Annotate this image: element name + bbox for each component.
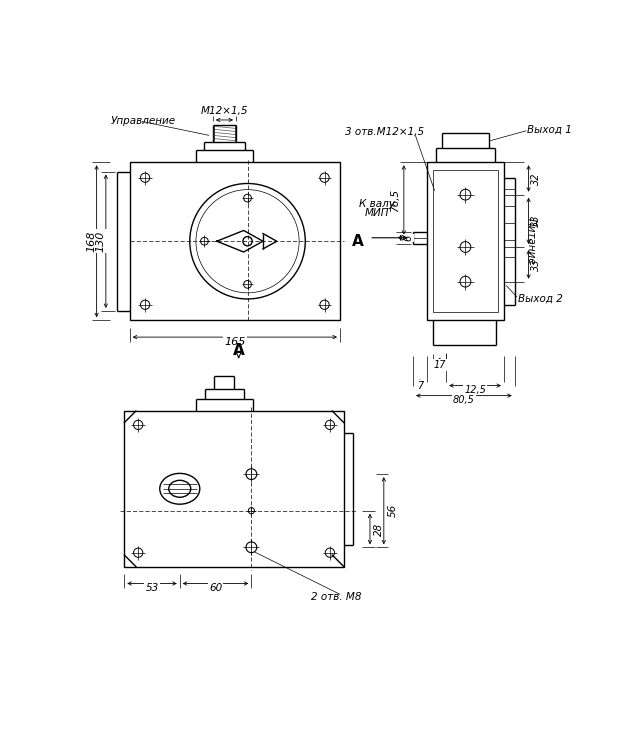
Text: 53: 53 — [145, 583, 159, 593]
Text: 165: 165 — [224, 337, 246, 347]
Text: 7: 7 — [417, 381, 423, 392]
Text: 33: 33 — [531, 215, 541, 227]
Bar — [124, 411, 344, 567]
Text: 12,5: 12,5 — [464, 385, 486, 395]
Text: A: A — [352, 234, 363, 249]
Text: Управление: Управление — [111, 117, 176, 126]
Text: К валу: К валу — [359, 198, 395, 209]
Text: 2 отв. M8: 2 отв. M8 — [311, 592, 361, 603]
Text: 32: 32 — [531, 172, 541, 185]
Bar — [433, 170, 498, 313]
Text: A: A — [233, 343, 244, 358]
Text: 56: 56 — [388, 504, 398, 517]
Text: 3 отв.M12×1,5: 3 отв.M12×1,5 — [345, 126, 424, 137]
Text: МИП: МИП — [365, 208, 389, 218]
Text: 17: 17 — [433, 360, 446, 370]
Text: 6: 6 — [403, 235, 413, 241]
Text: 60: 60 — [209, 583, 222, 593]
Text: M12×1,5: M12×1,5 — [201, 106, 248, 116]
Text: 80,5: 80,5 — [453, 395, 475, 405]
Text: 33: 33 — [531, 258, 541, 270]
Bar — [427, 162, 504, 320]
Bar — [130, 162, 340, 320]
Text: Выход 1: Выход 1 — [527, 124, 572, 134]
Text: 76,5: 76,5 — [390, 189, 399, 212]
Text: 130: 130 — [95, 230, 105, 252]
Text: Питание: Питание — [526, 218, 536, 265]
Text: 28: 28 — [374, 522, 385, 536]
Text: 168: 168 — [86, 230, 96, 252]
Text: Выход 2: Выход 2 — [518, 293, 563, 304]
